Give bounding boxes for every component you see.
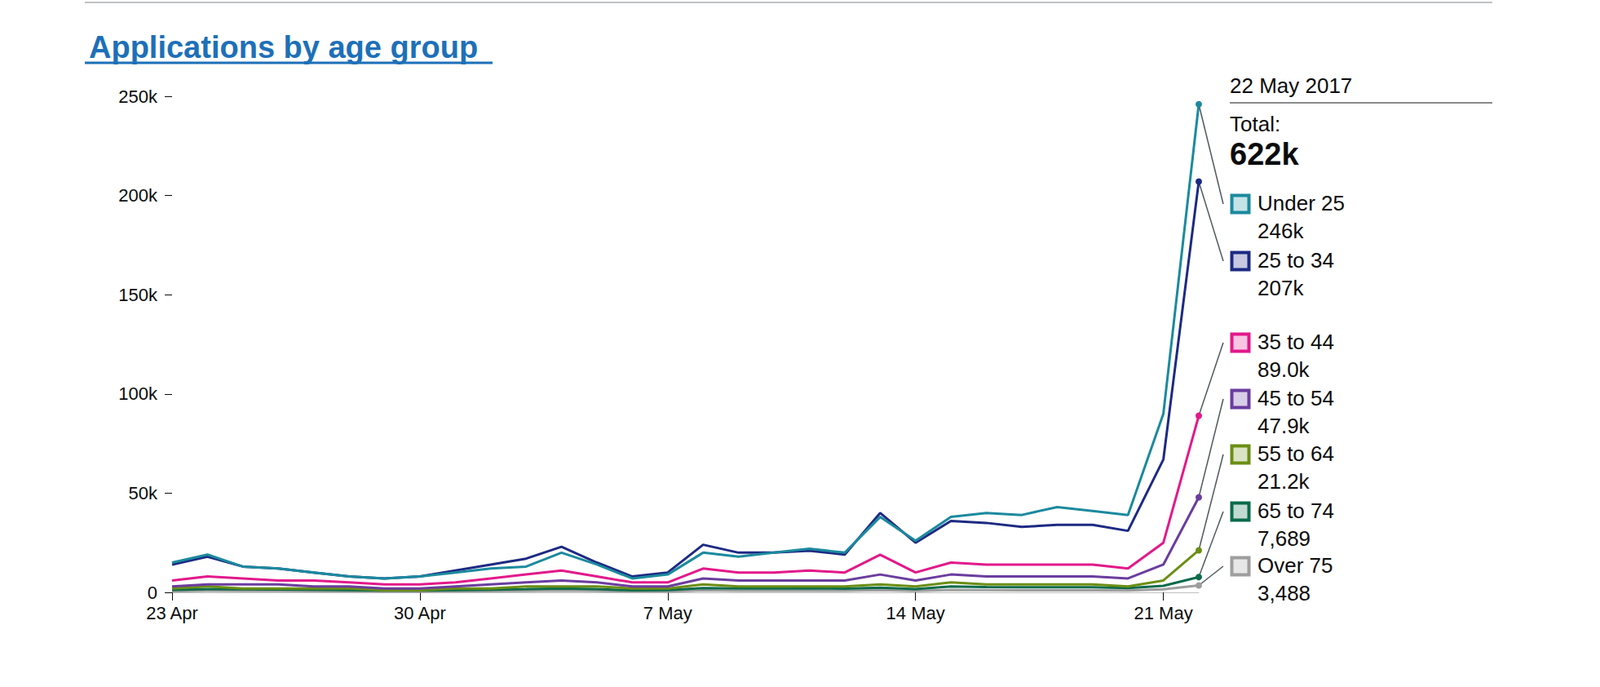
svg-text:30 Apr: 30 Apr [393,602,447,624]
svg-text:21.2k: 21.2k [1257,468,1311,494]
svg-text:622k: 622k [1229,137,1300,172]
svg-text:Over 75: Over 75 [1257,552,1334,578]
svg-text:55 to 64: 55 to 64 [1257,441,1335,466]
svg-text:50k: 50k [128,482,159,504]
svg-text:200k: 200k [118,185,159,206]
svg-text:7,689: 7,689 [1257,525,1311,551]
svg-text:250k: 250k [118,86,159,107]
svg-text:Under 25: Under 25 [1257,190,1345,216]
svg-text:150k: 150k [118,284,159,305]
svg-text:21 May: 21 May [1134,602,1194,624]
svg-text:7 May: 7 May [643,602,693,624]
svg-text:207k: 207k [1257,275,1304,301]
svg-text:65 to 74: 65 to 74 [1257,498,1335,523]
svg-text:25 to 34: 25 to 34 [1257,247,1335,273]
svg-text:246k: 246k [1257,218,1304,244]
svg-text:23 Apr: 23 Apr [145,602,199,624]
svg-text:0: 0 [147,582,158,603]
svg-text:14 May: 14 May [886,602,946,624]
svg-text:Applications by age group: Applications by age group [88,30,478,65]
svg-text:22 May 2017: 22 May 2017 [1229,73,1353,98]
svg-text:89.0k: 89.0k [1257,357,1311,382]
svg-text:Total:: Total: [1229,111,1281,137]
svg-text:35 to 44: 35 to 44 [1257,329,1335,354]
svg-text:47.9k: 47.9k [1257,413,1311,438]
svg-text:100k: 100k [118,383,159,404]
svg-text:45 to 54: 45 to 54 [1257,385,1335,411]
svg-text:3,488: 3,488 [1257,580,1311,606]
